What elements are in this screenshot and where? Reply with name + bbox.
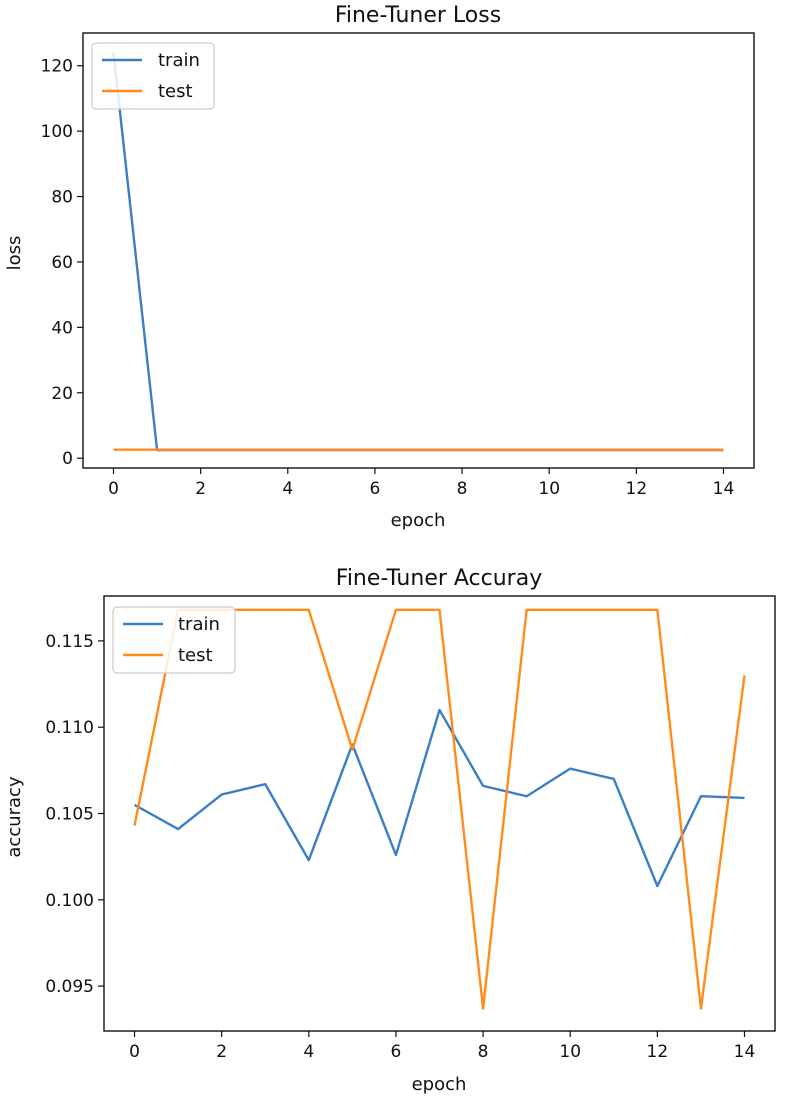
loss-series-train-line [112,52,724,452]
accuracy-legend: train test [112,606,236,674]
loss-y-tick-label: 40 [51,318,73,338]
loss-x-tick-label: 6 [370,479,381,499]
loss-y-axis-label: loss [4,236,25,271]
loss-y-tick-label: 80 [51,188,73,208]
accuracy-y-tick-label: 0.105 [45,805,94,825]
loss-chart-title: Fine-Tuner Loss [335,3,501,28]
accuracy-y-tick-label: 0.095 [45,977,94,997]
accuracy-chart-title: Fine-Tuner Accuray [336,566,542,591]
loss-x-tick-label: 8 [457,479,468,499]
accuracy-x-tick-label: 0 [129,1042,140,1062]
loss-y-tick-label: 20 [51,384,73,404]
accuracy-x-tick-label: 4 [303,1042,314,1062]
accuracy-x-tick-label: 6 [391,1042,402,1062]
accuracy-y-tick-label: 0.110 [45,718,94,738]
accuracy-series-test-line [133,608,746,1010]
loss-legend-test-label: test [158,81,193,102]
loss-x-tick-label: 4 [282,479,293,499]
accuracy-x-tick-label: 12 [647,1042,669,1062]
loss-x-axis-label: epoch [391,510,446,531]
accuracy-plot-frame [103,595,776,1032]
loss-x-tick-label: 12 [626,479,648,499]
accuracy-x-tick-label: 2 [216,1042,227,1062]
accuracy-x-tick-label: 8 [478,1042,489,1062]
loss-y-tick-label: 60 [51,253,73,273]
accuracy-y-axis-label: accuracy [4,776,25,858]
accuracy-x-tick-label: 10 [559,1042,581,1062]
accuracy-y-tick-label: 0.115 [45,632,94,652]
accuracy-legend-train-label: train [178,614,220,635]
loss-x-tick-label: 14 [713,479,735,499]
loss-chart: Fine-Tuner Loss 0 2 4 6 8 10 12 14 0 20 40 60 80 100 1… [4,3,755,531]
loss-y-tick-label: 120 [41,57,73,77]
accuracy-series-train-line [133,708,745,888]
loss-y-tick-label: 0 [62,449,73,469]
accuracy-x-axis-label: epoch [412,1074,467,1095]
loss-x-tick-label: 2 [195,479,206,499]
loss-plot-frame [82,32,755,469]
loss-legend: train test [91,42,215,110]
loss-x-tick-label: 10 [538,479,560,499]
loss-legend-train-label: train [158,50,200,71]
accuracy-chart: Fine-Tuner Accuray 0 2 4 6 8 10 12 14 0.095 0.100… [4,566,776,1095]
loss-y-tick-label: 100 [41,122,73,142]
loss-x-tick-label: 0 [108,479,119,499]
accuracy-legend-test-label: test [178,645,213,666]
accuracy-y-tick-label: 0.100 [45,891,94,911]
accuracy-x-tick-label: 14 [734,1042,756,1062]
